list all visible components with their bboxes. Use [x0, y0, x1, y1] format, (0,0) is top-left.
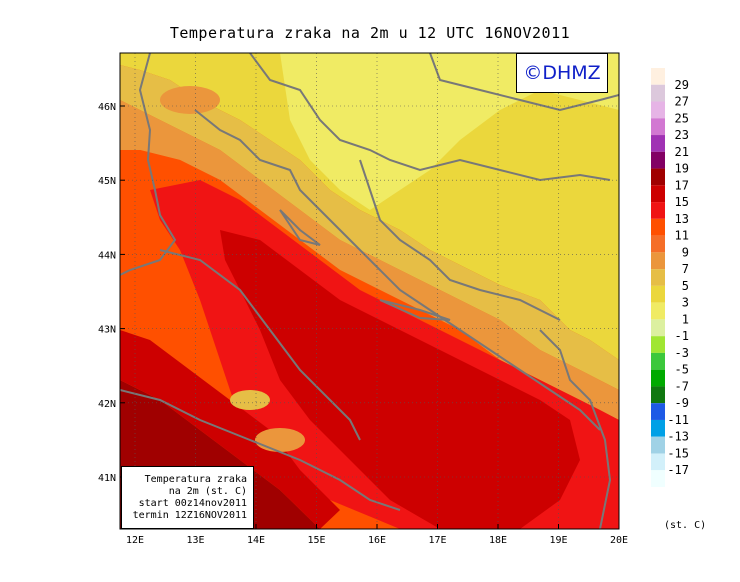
longitude-axis: 12E 13E 14E 15E 16E 17E 18E 19E 20E [126, 524, 628, 546]
colorbar-label: 3 [682, 296, 689, 310]
colorbar-swatch [651, 403, 665, 420]
colorbar-swatch [651, 252, 665, 270]
colorbar-swatch [651, 285, 665, 303]
lon-tick-label: 15E [307, 535, 325, 546]
lat-tick-label: 45N [98, 176, 116, 187]
colorbar-swatch [651, 436, 665, 454]
colorbar-label: -9 [675, 396, 689, 410]
colorbar-label: 5 [682, 279, 689, 293]
colorbar-label: 7 [682, 262, 689, 276]
lon-tick-label: 12E [126, 535, 144, 546]
region-sea-17 [220, 230, 580, 529]
lon-tick-label: 17E [428, 535, 446, 546]
colorbar-swatch [651, 235, 665, 253]
montenegro-border [539, 329, 612, 529]
colorbar-label: 15 [675, 195, 689, 209]
colorbar-label: -3 [675, 346, 689, 360]
colorbar-label: 25 [675, 111, 689, 125]
info-line-1: Temperatura zraka [144, 474, 247, 485]
lat-tick-label: 41N [98, 473, 116, 484]
lon-tick-label: 20E [610, 535, 628, 546]
colorbar-label: 17 [675, 178, 689, 192]
colorbar-swatch [651, 118, 665, 136]
colorbar-swatch [651, 336, 665, 353]
colorbar-swatch [651, 352, 665, 370]
italy-coast [120, 53, 177, 276]
lon-tick-label: 19E [549, 535, 567, 546]
italy-heel [159, 249, 361, 441]
colorbar-label: -11 [667, 413, 689, 427]
lat-tick-label: 43N [98, 325, 116, 336]
colorbar-label: 19 [675, 162, 689, 176]
info-line-4: termin 12Z16NOV2011 [132, 510, 247, 521]
colorbar-swatch [651, 151, 665, 169]
lat-tick-label: 44N [98, 250, 116, 261]
temperature-field [120, 53, 619, 529]
italy-south-coast [120, 389, 401, 511]
colorbar-swatch [651, 302, 665, 320]
colorbar-unit: (st. C) [664, 520, 706, 531]
colorbar-label: -5 [675, 363, 689, 377]
colorbar-swatch [651, 202, 665, 219]
colorbar-swatch [651, 369, 665, 387]
colorbar-swatch [651, 168, 665, 186]
colorbar: 29 27 25 23 21 19 17 15 13 11 9 7 5 3 1 -1 -3 -5 -7 -9 -11 -1… [651, 68, 689, 487]
lon-tick-label: 16E [368, 535, 386, 546]
region-sea-17-sw [120, 330, 340, 529]
region-patch-3 [160, 86, 220, 114]
colorbar-label: -15 [667, 446, 689, 460]
lat-tick-label: 46N [98, 102, 116, 113]
colorbar-label: 11 [675, 229, 689, 243]
colorbar-swatch [651, 319, 665, 337]
colorbar-swatch [651, 135, 665, 152]
colorbar-label: -13 [667, 430, 689, 444]
colorbar-label: 27 [675, 95, 689, 109]
lon-tick-label: 14E [247, 535, 265, 546]
colorbar-swatch [651, 101, 665, 119]
colorbar-label: 29 [675, 78, 689, 92]
region-patch-2 [255, 428, 305, 452]
info-line-3: start 00z14nov2011 [138, 498, 247, 509]
colorbar-swatch [651, 68, 665, 85]
graticule [120, 53, 619, 529]
colorbar-swatch [651, 470, 665, 487]
map-frame [119, 52, 620, 530]
lon-tick-label: 13E [186, 535, 204, 546]
colorbar-swatch [651, 84, 665, 102]
croatia-coast [194, 109, 601, 431]
dhmz-logo: ©DHMZ [516, 53, 608, 93]
colorbar-label: 21 [675, 145, 689, 159]
colorbar-swatch [651, 218, 665, 236]
map-title: Temperatura zraka na 2m u 12 UTC 16NOV20… [169, 24, 571, 42]
colorbar-label: -17 [667, 463, 689, 477]
lon-tick-label: 18E [489, 535, 507, 546]
colorbar-label: 13 [675, 212, 689, 226]
colorbar-swatch [651, 386, 665, 404]
latitude-axis: 46N 45N 44N 43N 42N 41N [98, 102, 125, 484]
colorbar-label: -7 [675, 379, 689, 393]
colorbar-label: 23 [675, 128, 689, 142]
colorbar-swatch [651, 185, 665, 203]
colorbar-swatch [651, 269, 665, 286]
info-box: Temperatura zraka na 2m (st. C) start 00… [121, 466, 254, 529]
info-line-2: na 2m (st. C) [168, 486, 247, 497]
colorbar-swatch [651, 453, 665, 471]
inland-border-3 [429, 53, 619, 112]
colorbar-label: 9 [682, 245, 689, 259]
colorbar-label: -1 [675, 329, 689, 343]
island-1 [279, 209, 321, 246]
inland-border-2 [359, 159, 561, 321]
lat-tick-label: 42N [98, 399, 116, 410]
region-mild-coast [120, 65, 619, 390]
region-patch-1 [230, 390, 270, 410]
colorbar-swatch [651, 419, 665, 437]
colorbar-label: 1 [682, 312, 689, 326]
island-2 [379, 299, 451, 321]
